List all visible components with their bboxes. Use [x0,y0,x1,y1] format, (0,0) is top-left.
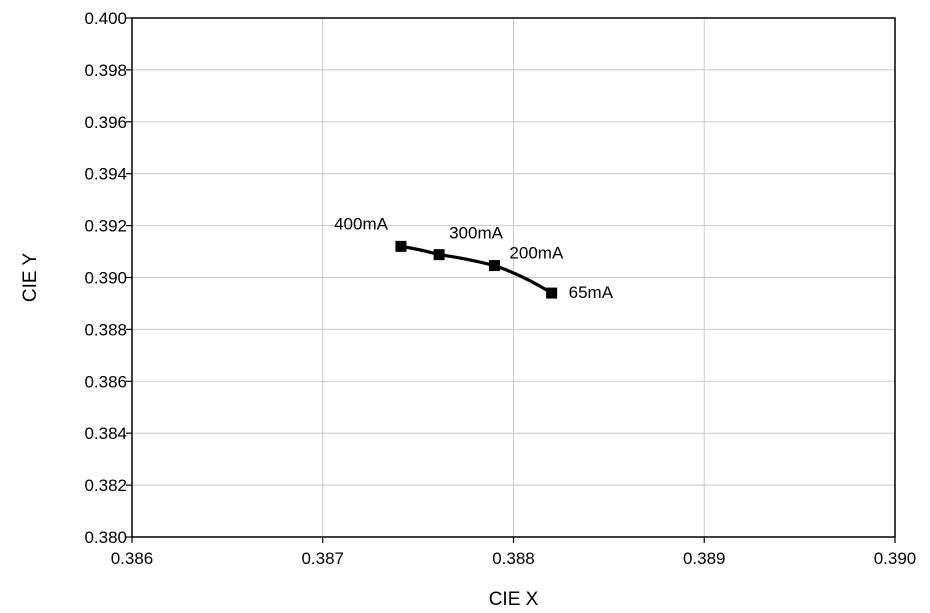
data-point-marker [395,240,407,252]
data-point-label: 300mA [449,224,504,243]
data-point-marker [488,260,500,272]
y-tick-label: 0.386 [84,372,127,391]
x-tick-label: 0.390 [874,549,917,568]
y-tick-label: 0.382 [84,476,127,495]
y-axis-ticks: 0.380 0.382 0.384 0.386 0.388 0.390 0.392 0.394… [84,9,132,547]
y-tick-label: 0.400 [84,9,127,28]
data-point-marker [546,287,558,299]
grid-lines [132,18,895,537]
x-tick-label: 0.387 [301,549,344,568]
data-point-label: 200mA [509,244,564,263]
data-point-marker [433,249,445,261]
y-tick-label: 0.398 [84,61,127,80]
y-tick-label: 0.392 [84,217,127,236]
series-line [400,244,553,295]
y-tick-label: 0.390 [84,269,127,288]
y-axis-label: CIE Y [20,253,41,303]
x-tick-label: 0.386 [111,549,154,568]
data-series: 400mA 300mA 200mA 65mA [334,214,614,302]
x-tick-label: 0.388 [492,549,535,568]
x-axis-label: CIE X [489,589,539,610]
y-tick-label: 0.384 [84,424,127,443]
y-tick-label: 0.380 [84,528,127,547]
x-tick-label: 0.389 [683,549,726,568]
data-point-label: 65mA [569,283,614,302]
data-point-label: 400mA [334,214,389,233]
y-tick-label: 0.396 [84,113,127,132]
y-tick-label: 0.394 [84,165,127,184]
x-axis-ticks: 0.386 0.387 0.388 0.389 0.390 [111,537,917,568]
y-tick-label: 0.388 [84,320,127,339]
